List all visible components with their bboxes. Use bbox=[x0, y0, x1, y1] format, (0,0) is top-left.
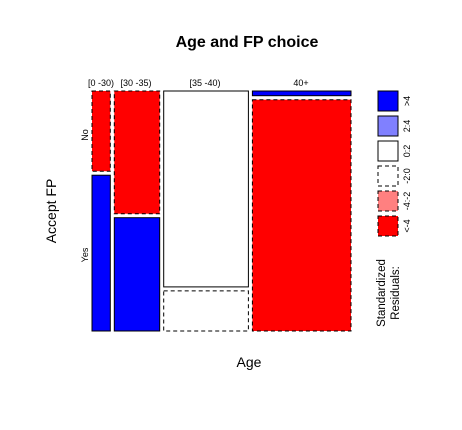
legend-swatch bbox=[377, 190, 399, 212]
chart-title: Age and FP choice bbox=[176, 34, 319, 51]
legend-label: 2:4 bbox=[402, 120, 412, 133]
col-label-0-30: [0 -30) bbox=[88, 78, 114, 88]
legend-swatch bbox=[377, 140, 399, 162]
mosaic-tiles bbox=[91, 90, 352, 332]
tile-3035-no bbox=[113, 90, 161, 215]
legend-title-line2: Residuals: bbox=[390, 266, 402, 320]
legend-label: -2:0 bbox=[402, 168, 412, 184]
legend-label: -4:-2 bbox=[402, 192, 412, 211]
x-axis-title: Age bbox=[237, 354, 262, 370]
tile-3540-yes bbox=[163, 290, 249, 332]
legend-label: <-4 bbox=[402, 219, 412, 232]
legend-swatch bbox=[377, 215, 399, 237]
col-label-30-35: [30 -35) bbox=[120, 78, 151, 88]
legend-title-line1: Standardized bbox=[376, 259, 388, 327]
row-label-yes: Yes bbox=[80, 247, 90, 262]
tile-030-yes bbox=[91, 174, 111, 332]
col-label-35-40: [35 -40) bbox=[189, 78, 220, 88]
y-axis-title: Accept FP bbox=[43, 179, 59, 244]
row-label-no: No bbox=[80, 129, 90, 141]
tile-40plus-no bbox=[251, 90, 352, 97]
legend-swatch bbox=[377, 165, 399, 187]
legend-swatch bbox=[377, 90, 399, 112]
legend: >4 2:4 0:2 -2:0 -4:-2 <-4 bbox=[377, 90, 412, 237]
tile-030-no bbox=[91, 90, 111, 172]
tile-3035-yes bbox=[113, 217, 161, 332]
col-label-40plus: 40+ bbox=[293, 78, 308, 88]
legend-label: >4 bbox=[402, 96, 412, 106]
tile-3540-no bbox=[163, 90, 249, 288]
legend-label: 0:2 bbox=[402, 145, 412, 158]
legend-swatch bbox=[377, 115, 399, 137]
tile-40plus-yes bbox=[251, 99, 352, 332]
